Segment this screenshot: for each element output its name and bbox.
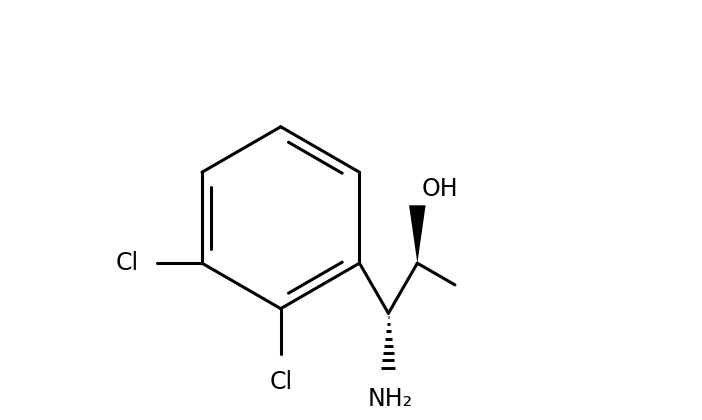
Text: OH: OH xyxy=(422,177,458,201)
Polygon shape xyxy=(409,205,425,263)
Text: Cl: Cl xyxy=(269,370,292,394)
Text: Cl: Cl xyxy=(116,251,139,275)
Text: NH₂: NH₂ xyxy=(368,387,413,411)
